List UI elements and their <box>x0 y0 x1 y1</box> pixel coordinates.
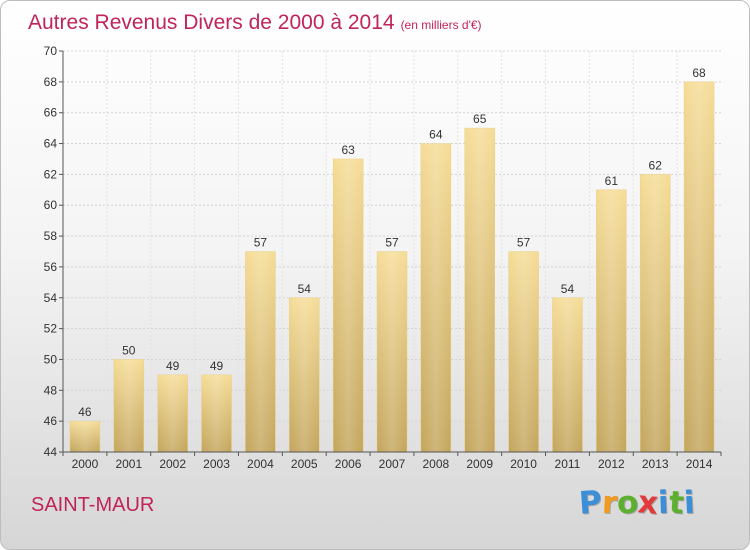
bar-sheen <box>333 158 364 452</box>
y-tick-label: 54 <box>44 291 58 305</box>
chart-title-text: Autres Revenus Divers de 2000 à 2014 <box>28 11 395 34</box>
x-tick-label: 2008 <box>423 457 450 471</box>
data-label: 62 <box>649 158 663 172</box>
bar-sheen <box>69 421 100 452</box>
bar-sheen <box>508 251 539 452</box>
bar-sheen <box>552 297 583 452</box>
bar-sheen <box>684 81 715 452</box>
x-tick-label: 2011 <box>555 457 581 471</box>
data-label: 57 <box>517 236 531 250</box>
bar-sheen <box>464 128 495 452</box>
bar-sheen <box>640 174 671 452</box>
y-tick-label: 46 <box>44 414 58 428</box>
y-tick-label: 58 <box>44 229 58 243</box>
data-label: 57 <box>385 236 399 250</box>
y-tick-label: 52 <box>44 322 58 336</box>
x-tick-label: 2005 <box>291 457 318 471</box>
bar-sheen <box>245 251 276 452</box>
y-tick-label: 48 <box>44 383 58 397</box>
x-tick-label: 2004 <box>247 457 274 471</box>
y-tick-label: 56 <box>44 260 58 274</box>
y-tick-label: 44 <box>44 445 58 459</box>
bar-sheen <box>113 359 144 452</box>
x-tick-label: 2009 <box>466 457 493 471</box>
x-tick-label: 2010 <box>510 457 537 471</box>
data-label: 57 <box>254 236 268 250</box>
y-tick-label: 70 <box>44 44 58 58</box>
chart-unit: (en milliers d'€) <box>400 18 482 32</box>
y-tick-label: 62 <box>44 167 58 181</box>
proxiti-logo: Proxiti <box>577 484 696 522</box>
logo-letter: i <box>682 484 696 522</box>
x-tick-label: 2014 <box>686 457 713 471</box>
bars: 46 50 49 49 57 54 63 57 64 65 57 54 61 62 68 <box>69 66 715 453</box>
bar-sheen <box>377 251 407 452</box>
data-label: 68 <box>692 66 706 80</box>
x-tick-label: 2003 <box>203 457 230 471</box>
bar-sheen <box>596 189 627 453</box>
data-label: 63 <box>341 143 355 157</box>
logo-letter: P <box>577 484 603 522</box>
bar-sheen <box>201 374 232 452</box>
data-label: 49 <box>210 359 224 373</box>
x-tick-label: 2001 <box>115 457 142 471</box>
data-label: 65 <box>473 112 487 126</box>
y-tick-label: 64 <box>44 137 58 151</box>
bar-sheen <box>420 143 451 453</box>
bar-sheen <box>289 297 320 452</box>
data-label: 64 <box>429 128 443 142</box>
data-label: 50 <box>122 343 136 357</box>
x-tick-label: 2000 <box>72 457 99 471</box>
chart-title: Autres Revenus Divers de 2000 à 2014 (en … <box>28 11 482 35</box>
x-tick-label: 2007 <box>379 457 406 471</box>
y-tick-label: 50 <box>44 352 58 366</box>
x-tick-label: 2006 <box>335 457 362 471</box>
bar-sheen <box>157 374 188 452</box>
logo-letter: x <box>636 484 660 522</box>
data-label: 46 <box>78 405 92 419</box>
y-tick-label: 66 <box>44 106 58 120</box>
axes: 44 46 48 50 52 54 56 58 60 62 64 66 68 70 2000 2001 2002… <box>44 44 722 471</box>
y-tick-label: 60 <box>44 198 58 212</box>
location-label: SAINT-MAUR <box>31 494 155 516</box>
data-label: 49 <box>166 359 180 373</box>
x-tick-label: 2012 <box>598 457 625 471</box>
data-label: 54 <box>298 282 312 296</box>
x-tick-label: 2013 <box>642 457 669 471</box>
data-label: 61 <box>605 174 619 188</box>
x-tick-label: 2002 <box>159 457 186 471</box>
data-label: 54 <box>561 282 575 296</box>
y-tick-label: 68 <box>44 75 58 89</box>
